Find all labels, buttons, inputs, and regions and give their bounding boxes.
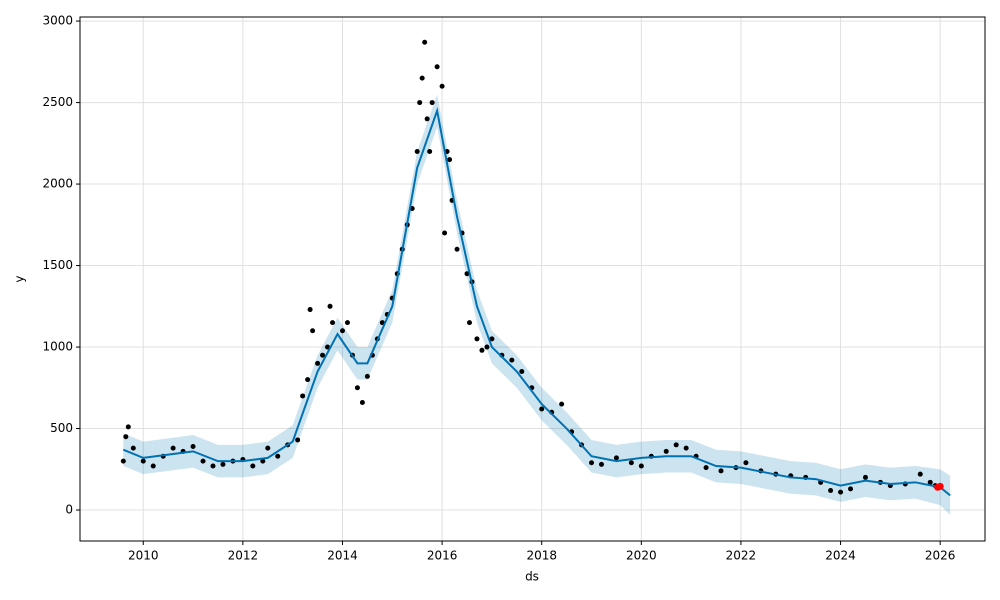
observed-point [479, 347, 485, 353]
observed-point [315, 360, 321, 366]
observed-point [130, 445, 136, 451]
observed-point [464, 271, 470, 277]
observed-point [422, 39, 428, 45]
observed-point [339, 328, 345, 334]
observed-point [140, 458, 146, 464]
observed-point [559, 401, 565, 407]
observed-point [743, 460, 749, 466]
observed-point [300, 393, 306, 399]
observed-point [427, 148, 433, 154]
observed-point [862, 474, 868, 480]
x-tick-label: 2022 [726, 549, 757, 563]
y-tick-label: 1000 [42, 340, 73, 354]
forecast-line [122, 106, 951, 497]
observed-point [220, 461, 226, 467]
observed-point [310, 328, 316, 334]
observed-point [439, 83, 445, 89]
observed-point [320, 352, 326, 358]
y-tick-label: 0 [65, 503, 73, 517]
observed-point [598, 461, 604, 467]
observed-point [125, 424, 131, 430]
observed-point [673, 442, 679, 448]
observed-point [354, 385, 360, 391]
x-tick-label: 2018 [526, 549, 557, 563]
observed-point [295, 437, 301, 443]
observed-point [628, 460, 634, 466]
observed-point [275, 453, 281, 459]
observed-point [190, 443, 196, 449]
observed-point [210, 463, 216, 469]
y-tick-label: 2500 [42, 95, 73, 109]
observed-point [419, 75, 425, 81]
observed-point [442, 230, 448, 236]
observed-point [718, 468, 724, 474]
observed-point [927, 479, 933, 485]
observed-point [917, 471, 923, 477]
observed-point [429, 100, 435, 106]
observed-point [466, 320, 472, 326]
uncertainty-band [123, 94, 951, 515]
observed-point [344, 320, 350, 326]
observed-point [434, 64, 440, 70]
observed-point [414, 148, 420, 154]
x-axis-label: ds [525, 570, 539, 584]
x-tick-label: 2024 [825, 549, 856, 563]
observed-point [454, 246, 460, 252]
observed-point [828, 487, 834, 493]
observed-point [265, 445, 271, 451]
observed-point [305, 377, 311, 383]
observed-point [120, 458, 126, 464]
x-tick-label: 2014 [327, 549, 358, 563]
y-tick-label: 2000 [42, 177, 73, 191]
y-tick-label: 500 [50, 421, 73, 435]
highlight-point [936, 482, 944, 490]
x-tick-label: 2020 [626, 549, 657, 563]
observed-point [683, 445, 689, 451]
y-axis-label: y [13, 275, 27, 282]
observed-point [663, 448, 669, 454]
observed-point [447, 157, 453, 163]
observed-point [327, 303, 333, 309]
observed-point [519, 368, 525, 374]
observed-point [307, 307, 313, 313]
plot-frame [79, 16, 986, 542]
x-tick-label: 2010 [128, 549, 159, 563]
observed-point [484, 344, 490, 350]
observed-point [330, 320, 336, 326]
observed-point [589, 460, 595, 466]
observed-point [200, 458, 206, 464]
x-tick-label: 2026 [925, 549, 956, 563]
x-tick-label: 2012 [228, 549, 259, 563]
observed-point [848, 486, 854, 492]
observed-point [509, 357, 515, 363]
y-tick-label: 3000 [42, 14, 73, 28]
observed-point [703, 465, 709, 471]
observed-point [359, 399, 365, 405]
observed-point [489, 336, 495, 342]
observed-point [638, 463, 644, 469]
observed-point [150, 463, 156, 469]
observed-point [170, 445, 176, 451]
observed-point [123, 434, 129, 440]
observed-point [364, 373, 370, 379]
observed-point [250, 463, 256, 469]
observed-point [417, 100, 423, 106]
y-tick-label: 1500 [42, 258, 73, 272]
observed-point [613, 455, 619, 461]
observed-point [838, 489, 844, 495]
x-tick-label: 2016 [427, 549, 458, 563]
observed-point [424, 116, 430, 122]
observed-point [474, 336, 480, 342]
observed-point [539, 406, 545, 412]
observed-point [260, 458, 266, 464]
